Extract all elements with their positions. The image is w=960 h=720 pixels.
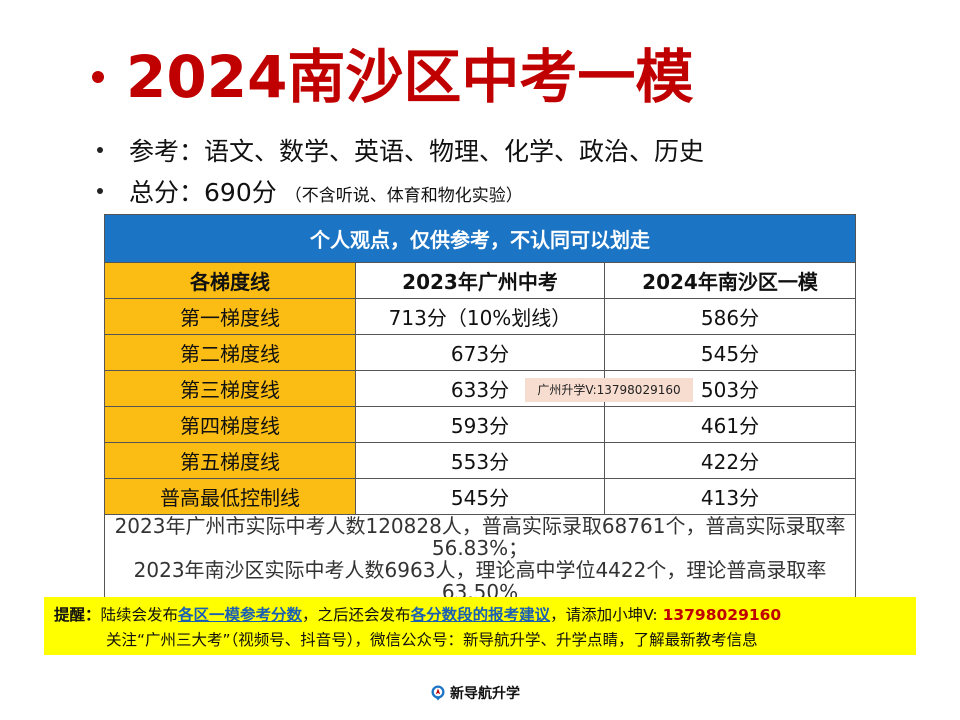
score-2023: 553分 bbox=[355, 442, 605, 479]
tier-name: 第四梯度线 bbox=[104, 406, 356, 443]
table-row: 第三梯度线 633分 503分 bbox=[104, 370, 857, 407]
score-table: 个人观点，仅供参考，不认同可以划走 各梯度线 2023年广州中考 2024年南沙… bbox=[103, 214, 857, 604]
tier-name: 第二梯度线 bbox=[104, 334, 356, 371]
score-2024: 413分 bbox=[603, 478, 857, 515]
footer-brand: 新导航升学 bbox=[450, 686, 520, 702]
contact-phone: 13798029160 bbox=[662, 606, 782, 624]
total-label: 总分： bbox=[129, 178, 205, 207]
table-row: 普高最低控制线 545分 413分 bbox=[104, 478, 857, 515]
reminder-text: 陆续会发布 bbox=[100, 606, 179, 624]
reminder-label: 提醒： bbox=[54, 606, 101, 624]
score-2023: 545分 bbox=[355, 478, 605, 515]
score-2023: 593分 bbox=[355, 406, 605, 443]
watermark-stamp: 广州升学V:13798029160 bbox=[525, 378, 693, 402]
tier-name: 第五梯度线 bbox=[104, 442, 356, 479]
total-value: 690分 bbox=[204, 178, 277, 207]
reminder-line-1: 提醒：陆续会发布各区一模参考分数，之后还会发布各分数段的报考建议，请添加小坤V:… bbox=[54, 603, 781, 625]
reminder-line-2: 关注“广州三大考”（视频号、抖音号），微信公众号：新导航升学、升学点睛，了解最新… bbox=[106, 631, 758, 649]
table-notes-row: 2023年广州市实际中考人数120828人，普高实际录取68761个，普高实际录… bbox=[103, 514, 857, 604]
table-row: 第四梯度线 593分 461分 bbox=[104, 406, 857, 443]
tier-name: 普高最低控制线 bbox=[104, 478, 356, 515]
table-row: 第一梯度线 713分（10%划线） 586分 bbox=[104, 298, 857, 335]
table-notes: 2023年广州市实际中考人数120828人，普高实际录取68761个，普高实际录… bbox=[103, 514, 857, 604]
tier-name: 第一梯度线 bbox=[104, 298, 356, 335]
score-2024: 586分 bbox=[603, 298, 857, 335]
bullet-icon bbox=[97, 147, 103, 153]
score-2023: 713分（10%划线） bbox=[355, 298, 605, 335]
score-2024: 545分 bbox=[603, 334, 857, 371]
subjects-line: 参考： 语文、数学、英语、物理、化学、政治、历史 bbox=[97, 132, 704, 168]
score-2024: 422分 bbox=[603, 442, 857, 479]
table-banner: 个人观点，仅供参考，不认同可以划走 bbox=[103, 214, 857, 263]
score-2024: 461分 bbox=[603, 406, 857, 443]
score-2023: 673分 bbox=[355, 334, 605, 371]
subjects-label: 参考： bbox=[129, 137, 205, 166]
page-title: 2024南沙区中考一模 bbox=[126, 43, 694, 111]
tier-name: 第三梯度线 bbox=[104, 370, 356, 407]
application-advice-link[interactable]: 各分数段的报考建议 bbox=[410, 606, 551, 624]
table-row: 第五梯度线 553分 422分 bbox=[104, 442, 857, 479]
bullet-icon bbox=[97, 188, 103, 194]
reminder-text: ，请添加小坤V: bbox=[550, 606, 663, 624]
header-2023: 2023年广州中考 bbox=[355, 262, 605, 299]
navigation-pin-icon bbox=[431, 685, 445, 701]
header-tier: 各梯度线 bbox=[104, 262, 356, 299]
reminder-box: 提醒：陆续会发布各区一模参考分数，之后还会发布各分数段的报考建议，请添加小坤V:… bbox=[44, 597, 916, 655]
footer-logo: 新导航升学 bbox=[430, 683, 520, 703]
reminder-text: ，之后还会发布 bbox=[302, 606, 411, 624]
title-row: 2024南沙区中考一模 bbox=[92, 48, 693, 106]
total-line: 总分： 690分 （不含听说、体育和物化实验） bbox=[97, 173, 523, 209]
table-banner-row: 个人观点，仅供参考，不认同可以划走 bbox=[103, 214, 857, 263]
header-2024: 2024年南沙区一模 bbox=[603, 262, 857, 299]
total-note: （不含听说、体育和物化实验） bbox=[284, 186, 523, 206]
note-line: 2023年广州市实际中考人数120828人，普高实际录取68761个，普高实际录… bbox=[114, 514, 846, 560]
subjects-value: 语文、数学、英语、物理、化学、政治、历史 bbox=[204, 137, 705, 166]
title-bullet-icon bbox=[92, 71, 104, 83]
district-scores-link[interactable]: 各区一模参考分数 bbox=[178, 606, 303, 624]
table-header-row: 各梯度线 2023年广州中考 2024年南沙区一模 bbox=[104, 262, 857, 299]
table-row: 第二梯度线 673分 545分 bbox=[104, 334, 857, 371]
